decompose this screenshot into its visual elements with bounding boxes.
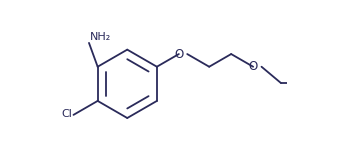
Text: Cl: Cl: [61, 110, 72, 119]
Text: NH₂: NH₂: [90, 32, 111, 42]
Text: O: O: [174, 48, 183, 61]
Text: O: O: [248, 60, 258, 73]
